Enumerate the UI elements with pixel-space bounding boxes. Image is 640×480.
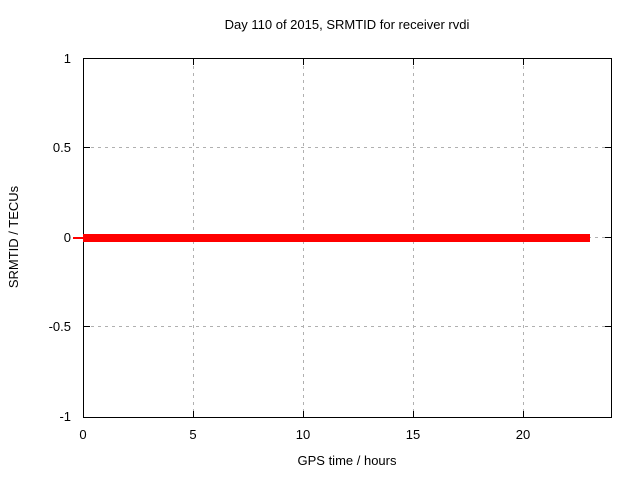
x-tick-label: 10 [295, 427, 311, 442]
x-tick-mark [413, 59, 414, 65]
y-tick-mark [605, 147, 611, 148]
horizontal-gridline-0p5 [84, 147, 611, 148]
y-tick-mark [605, 326, 611, 327]
srmtid-line-left-cap [73, 237, 86, 239]
horizontal-gridline-neg0p5 [84, 326, 611, 327]
y-tick-mark [605, 237, 611, 238]
y-tick-label: 1 [63, 51, 71, 66]
y-tick-mark [84, 326, 90, 327]
x-axis-label: GPS time / hours [297, 453, 397, 468]
chart-title: Day 110 of 2015, SRMTID for receiver rvd… [224, 17, 470, 32]
y-tick-mark [84, 147, 90, 148]
srmtid-data-line [83, 234, 590, 242]
x-tick-mark [303, 411, 304, 417]
y-tick-label: 0.5 [52, 140, 71, 155]
x-tick-mark [193, 411, 194, 417]
x-tick-label: 5 [189, 427, 197, 442]
x-tick-mark [523, 59, 524, 65]
plot-area [73, 58, 612, 418]
y-tick-label: 0 [63, 230, 71, 245]
y-tick-label: -0.5 [48, 319, 71, 334]
x-tick-label: 0 [79, 427, 87, 442]
x-tick-mark [193, 59, 194, 65]
x-tick-label: 15 [405, 427, 421, 442]
x-tick-label: 20 [515, 427, 531, 442]
x-tick-mark [413, 411, 414, 417]
x-tick-mark [303, 59, 304, 65]
y-tick-label: -1 [59, 409, 71, 424]
x-tick-mark [523, 411, 524, 417]
